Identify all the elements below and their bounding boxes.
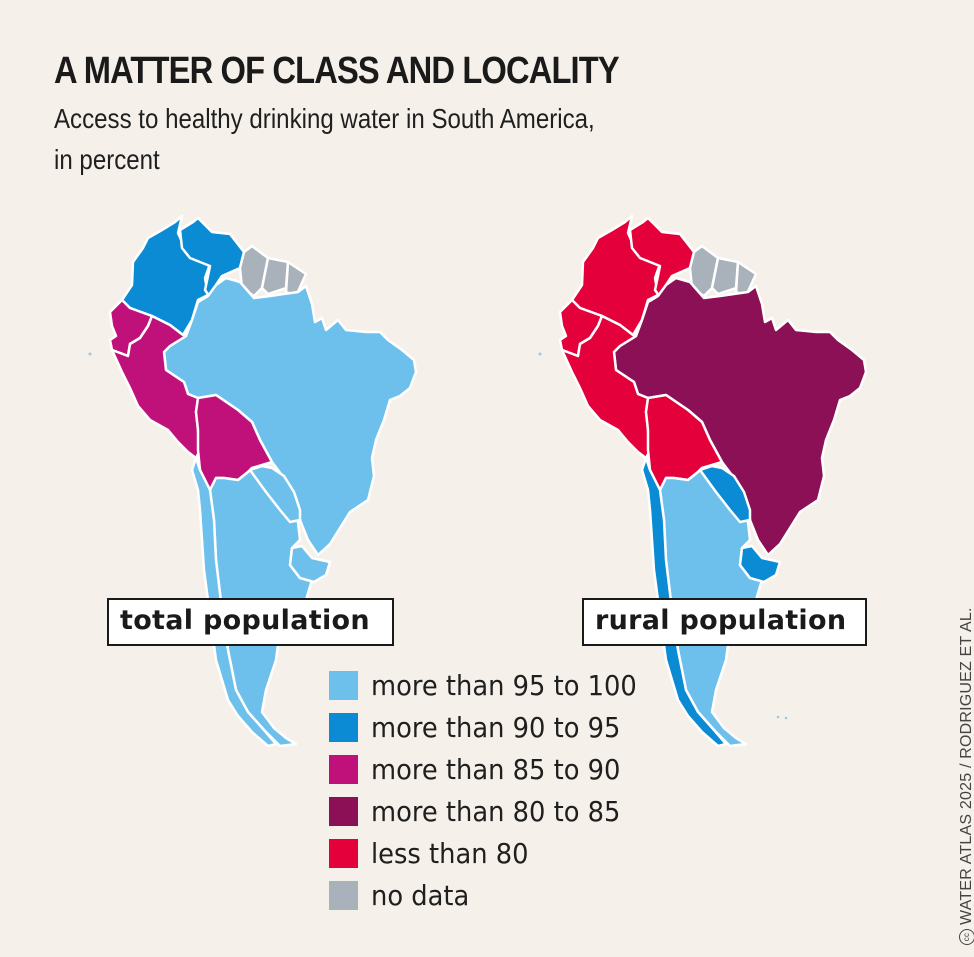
- creative-commons-icon: cc: [958, 929, 974, 945]
- legend-swatch: [329, 796, 358, 826]
- region-suriname: [260, 256, 290, 296]
- legend-label: more than 95 to 100: [371, 668, 637, 702]
- legend-swatch: [329, 670, 358, 700]
- subtitle-line-1: Access to healthy drinking water in Sout…: [54, 103, 595, 134]
- region-chile: [640, 456, 728, 748]
- legend-label: less than 80: [371, 836, 529, 870]
- credit-text: WATER ATLAS 2025 / RODRIGUEZ ET AL.: [958, 607, 974, 925]
- galapagos-dot: [88, 352, 92, 356]
- galapagos-dot: [538, 352, 542, 356]
- chart-title: A MATTER OF CLASS AND LOCALITY: [54, 50, 620, 92]
- region-guyana: [238, 244, 270, 298]
- legend-item: more than 95 to 100: [329, 664, 660, 706]
- subtitle-line-2: in percent: [54, 144, 160, 175]
- rural-population-label: rural population: [582, 598, 867, 646]
- legend-label: more than 80 to 85: [371, 794, 621, 828]
- legend: more than 95 to 100 more than 90 to 95 m…: [329, 664, 660, 916]
- region-paraguay: [698, 464, 752, 524]
- legend-item: less than 80: [329, 832, 660, 874]
- legend-item: more than 80 to 85: [329, 790, 660, 832]
- falklands-dot: [776, 715, 780, 719]
- region-suriname: [710, 256, 740, 296]
- legend-swatch: [329, 754, 358, 784]
- legend-item: more than 85 to 90: [329, 748, 660, 790]
- legend-swatch: [329, 880, 358, 910]
- legend-label: no data: [371, 878, 470, 912]
- region-uruguay: [738, 544, 782, 584]
- legend-label: more than 90 to 95: [371, 710, 621, 744]
- region-uruguay: [288, 544, 332, 584]
- legend-swatch: [329, 712, 358, 742]
- region-venezuela: [628, 216, 696, 302]
- legend-item: no data: [329, 874, 660, 916]
- chart-subtitle: Access to healthy drinking water in Sout…: [54, 98, 595, 180]
- region-paraguay: [248, 464, 302, 524]
- region-chile: [190, 456, 278, 748]
- total-population-label: total population: [107, 598, 394, 646]
- region-guyana: [688, 244, 720, 298]
- region-venezuela: [178, 216, 246, 302]
- legend-item: more than 90 to 95: [329, 706, 660, 748]
- credit-line: cc WATER ATLAS 2025 / RODRIGUEZ ET AL.: [958, 607, 974, 945]
- legend-swatch: [329, 838, 358, 868]
- legend-label: more than 85 to 90: [371, 752, 621, 786]
- falklands-dot: [784, 716, 788, 720]
